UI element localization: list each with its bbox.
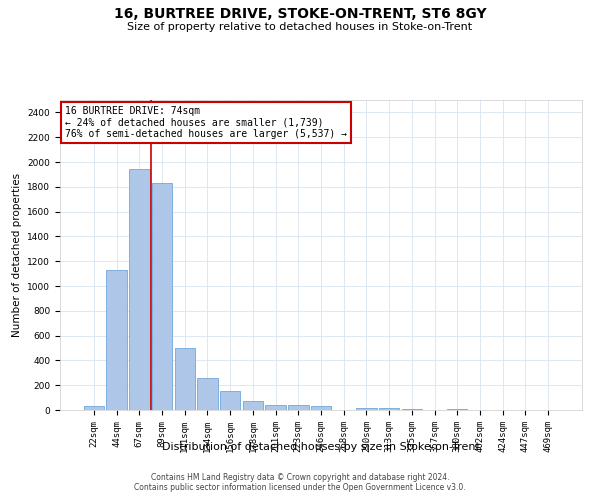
Bar [129, 170, 149, 410]
Bar [242, 400, 263, 410]
Bar [84, 406, 104, 410]
Bar [356, 408, 377, 410]
Bar [401, 409, 422, 410]
Bar [288, 405, 308, 410]
Bar [379, 408, 400, 410]
Bar [106, 270, 127, 410]
Y-axis label: Number of detached properties: Number of detached properties [12, 173, 22, 337]
Bar [265, 405, 286, 410]
Text: Distribution of detached houses by size in Stoke-on-Trent: Distribution of detached houses by size … [162, 442, 480, 452]
Text: 16, BURTREE DRIVE, STOKE-ON-TRENT, ST6 8GY: 16, BURTREE DRIVE, STOKE-ON-TRENT, ST6 8… [113, 8, 487, 22]
Text: Contains public sector information licensed under the Open Government Licence v3: Contains public sector information licen… [134, 484, 466, 492]
Bar [197, 378, 218, 410]
Text: Contains HM Land Registry data © Crown copyright and database right 2024.: Contains HM Land Registry data © Crown c… [151, 472, 449, 482]
Bar [152, 183, 172, 410]
Bar [220, 391, 241, 410]
Text: 16 BURTREE DRIVE: 74sqm
← 24% of detached houses are smaller (1,739)
76% of semi: 16 BURTREE DRIVE: 74sqm ← 24% of detache… [65, 106, 347, 140]
Text: Size of property relative to detached houses in Stoke-on-Trent: Size of property relative to detached ho… [127, 22, 473, 32]
Bar [311, 406, 331, 410]
Bar [175, 348, 195, 410]
